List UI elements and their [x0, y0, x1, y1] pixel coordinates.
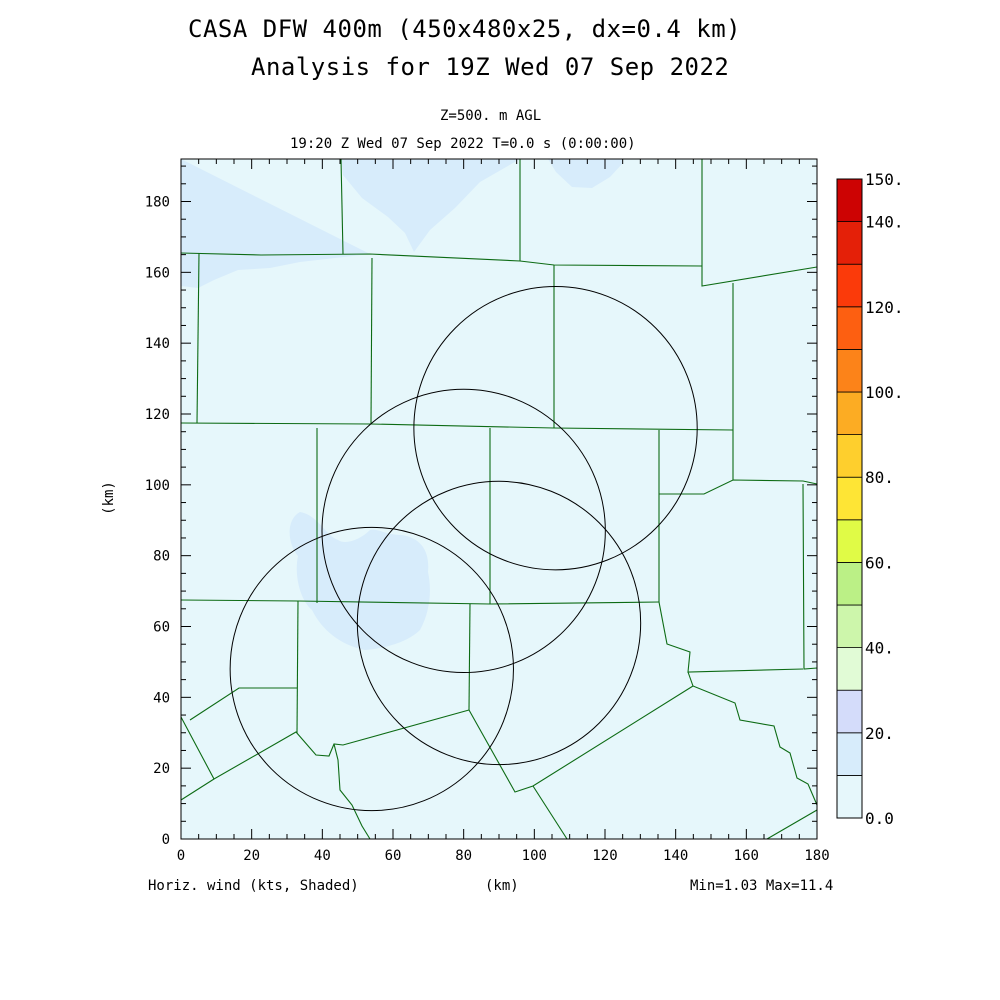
colorbar-swatch: [836, 562, 863, 606]
radar-range-rings: [229, 286, 698, 812]
y-tick-label: 0: [162, 832, 170, 848]
field-region-north: [548, 159, 622, 188]
x-tick-label: 100: [522, 848, 547, 864]
y-tick-label: 140: [145, 336, 170, 352]
county-border: [196, 252, 200, 424]
county-border: [296, 600, 299, 734]
colorbar-frame: [836, 178, 863, 819]
x-tick-label: 80: [455, 848, 472, 864]
county-border: [180, 709, 470, 780]
county-border: [766, 809, 818, 840]
y-tick-label: 120: [145, 407, 170, 423]
x-tick-label: 0: [177, 848, 185, 864]
y-tick-label: 160: [145, 265, 170, 281]
county-boundaries: [180, 158, 818, 840]
radar-range-ring: [356, 480, 642, 766]
axis-ticks: [180, 159, 818, 840]
county-border: [532, 785, 568, 840]
x-tick-label: 180: [804, 848, 829, 864]
county-border: [180, 252, 703, 267]
field-description: Horiz. wind (kts, Shaded): [148, 878, 359, 894]
colorbar: [836, 178, 863, 819]
title-line-1: CASA DFW 400m (450x480x25, dx=0.4 km): [188, 15, 742, 43]
colorbar-swatch: [836, 775, 863, 819]
field-region-northwest: [181, 159, 520, 288]
county-border: [189, 687, 297, 721]
level-subtitle: Z=500. m AGL: [440, 108, 542, 124]
colorbar-label: 40.: [865, 639, 894, 658]
colorbar-swatch: [836, 348, 863, 393]
colorbar-swatch: [836, 476, 863, 521]
y-tick-label: 20: [153, 761, 170, 777]
field-background: [181, 159, 817, 839]
colorbar-label: 150.: [865, 170, 904, 189]
min-max-stats: Min=1.03 Max=11.4: [690, 878, 834, 894]
y-tick-label: 60: [153, 620, 170, 636]
colorbar-swatch: [836, 604, 863, 648]
county-border: [180, 778, 215, 801]
county-border: [180, 422, 734, 431]
y-tick-label: 80: [153, 549, 170, 565]
y-tick-label: 40: [153, 690, 170, 706]
colorbar-label: 20.: [865, 724, 894, 743]
radar-range-ring: [321, 388, 606, 674]
colorbar-label: 80.: [865, 468, 894, 487]
title-line-2: Analysis for 19Z Wed 07 Sep 2022: [251, 53, 730, 81]
x-tick-label: 120: [592, 848, 617, 864]
colorbar-label: 0.0: [865, 809, 894, 828]
county-border: [802, 483, 818, 670]
county-border: [180, 599, 660, 605]
colorbar-label: 120.: [865, 298, 904, 317]
colorbar-swatch: [836, 647, 863, 691]
county-border: [687, 671, 818, 806]
colorbar-swatch: [836, 391, 863, 435]
colorbar-labels: 0.0 20. 40. 60. 80. 100. 120. 140. 150.: [865, 170, 904, 828]
time-subtitle: 19:20 Z Wed 07 Sep 2022 T=0.0 s (0:00:00…: [290, 136, 636, 152]
colorbar-swatch: [836, 263, 863, 308]
county-border: [468, 603, 471, 711]
colorbar-swatch: [836, 178, 863, 222]
county-border: [333, 743, 371, 840]
x-tick-label: 20: [243, 848, 260, 864]
x-axis-label: (km): [485, 878, 519, 894]
colorbar-swatch: [836, 732, 863, 776]
wind-speed-field: [181, 159, 817, 839]
colorbar-swatch: [836, 306, 863, 350]
x-tick-label: 160: [734, 848, 759, 864]
colorbar-swatch: [836, 434, 863, 478]
y-tick-labels: 0 20 40 60 80 100 120 140 160 180: [145, 195, 170, 849]
field-region-west-central: [289, 512, 430, 650]
colorbar-label: 140.: [865, 213, 904, 232]
x-tick-labels: 0 20 40 60 80 100 120 140 160 180: [177, 848, 830, 864]
y-tick-label: 180: [145, 195, 170, 211]
colorbar-swatch: [836, 519, 863, 563]
colorbar-swatch: [836, 221, 863, 265]
radar-range-ring: [413, 286, 698, 571]
x-tick-label: 60: [385, 848, 402, 864]
y-tick-label: 100: [145, 478, 170, 494]
colorbar-swatch: [836, 689, 863, 734]
county-border: [658, 601, 804, 673]
x-tick-label: 140: [663, 848, 688, 864]
x-tick-label: 40: [314, 848, 331, 864]
y-axis-label: (km): [100, 481, 117, 515]
county-border: [370, 257, 373, 425]
county-border: [468, 685, 694, 793]
colorbar-label: 60.: [865, 553, 894, 572]
county-border: [340, 158, 344, 255]
radar-range-ring: [229, 526, 514, 812]
colorbar-label: 100.: [865, 383, 904, 402]
county-border: [701, 159, 818, 287]
